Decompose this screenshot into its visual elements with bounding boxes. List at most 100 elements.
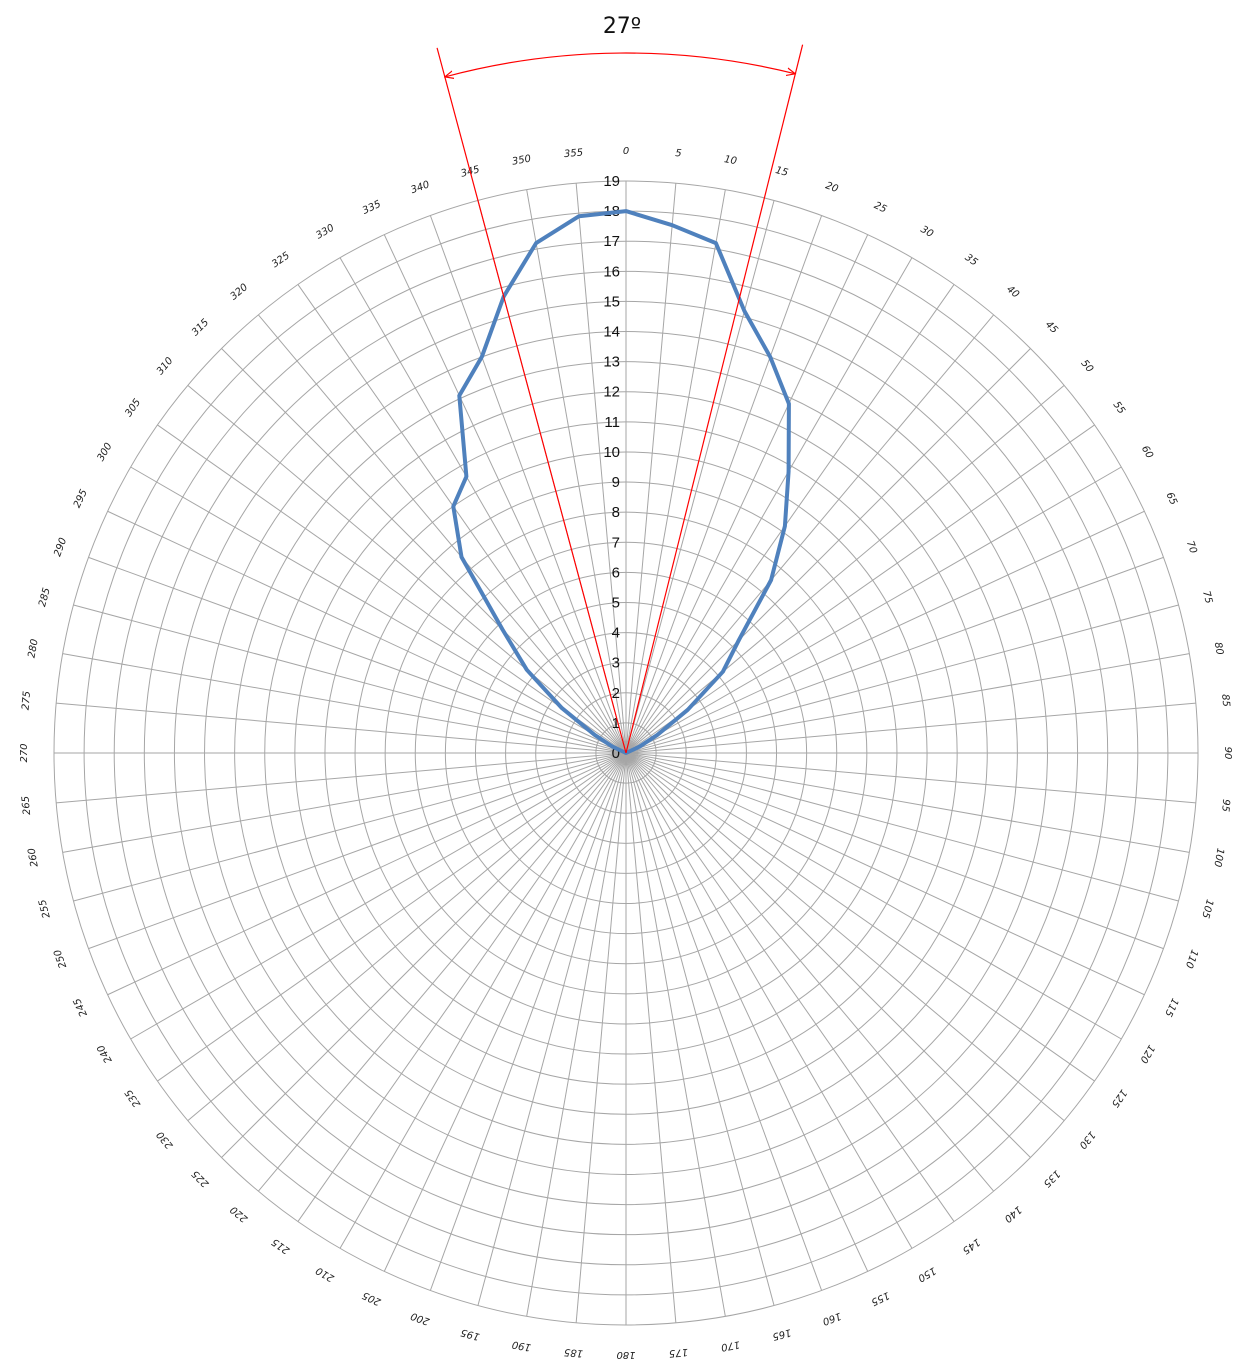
- grid-spoke-25: [625, 234, 869, 754]
- angle-label-170: 170: [720, 1338, 741, 1352]
- grid-spoke-335: [383, 234, 627, 754]
- data-point-335: [457, 394, 461, 398]
- angle-label-195: 195: [460, 1326, 481, 1342]
- angle-label-0: 0: [623, 146, 629, 157]
- angle-label-125: 125: [1109, 1087, 1129, 1109]
- angle-label-35: 35: [963, 252, 980, 268]
- grid-spoke-135: [625, 752, 1031, 1158]
- angle-label-295: 295: [72, 488, 90, 510]
- radial-label-12: 12: [603, 384, 620, 401]
- grid-spoke-40: [625, 314, 995, 754]
- grid-spoke-60: [625, 466, 1122, 754]
- grid-spoke-325: [297, 284, 627, 754]
- radial-label-19: 19: [603, 173, 620, 190]
- angle-label-185: 185: [564, 1346, 584, 1359]
- angle-label-60: 60: [1139, 444, 1155, 461]
- grid-spoke-220: [257, 752, 627, 1192]
- angle-label-135: 135: [1041, 1168, 1062, 1189]
- grid-spoke-120: [625, 752, 1122, 1040]
- data-point-40: [769, 578, 773, 582]
- data-point-340: [480, 355, 484, 359]
- grid-spoke-50: [625, 384, 1065, 754]
- angle-label-15: 15: [774, 165, 789, 179]
- grid-spoke-165: [625, 752, 775, 1306]
- grid-spoke-340: [429, 215, 627, 754]
- angle-label-10: 10: [723, 154, 737, 167]
- angle-label-210: 210: [314, 1264, 336, 1283]
- grid-spoke-200: [429, 752, 627, 1291]
- data-point-30: [787, 469, 791, 473]
- angle-label-5: 5: [675, 148, 682, 160]
- grid-spoke-80: [625, 653, 1190, 754]
- angle-label-140: 140: [1002, 1203, 1024, 1224]
- radial-label-17: 17: [603, 233, 620, 250]
- angle-label-325: 325: [270, 250, 292, 270]
- radial-label-7: 7: [612, 534, 620, 551]
- radial-label-11: 11: [604, 414, 620, 431]
- grid-spoke-230: [187, 752, 627, 1122]
- grid-spoke-250: [88, 752, 627, 950]
- grid-spoke-10: [625, 189, 726, 754]
- angle-label-335: 335: [361, 199, 383, 217]
- grid-spoke-245: [107, 752, 627, 996]
- radial-label-14: 14: [603, 324, 620, 341]
- grid-spoke-20: [625, 215, 823, 754]
- grid-spoke-125: [625, 752, 1095, 1082]
- angle-label-300: 300: [96, 441, 115, 463]
- beam-edge-line-1: [625, 44, 804, 754]
- angle-label-330: 330: [314, 223, 336, 242]
- angle-label-305: 305: [123, 397, 143, 419]
- radial-label-6: 6: [612, 564, 620, 581]
- data-point-55: [686, 708, 690, 712]
- radial-label-13: 13: [603, 354, 620, 371]
- grid-spoke-15: [625, 200, 775, 754]
- angle-label-130: 130: [1076, 1129, 1097, 1151]
- grid-spoke-150: [625, 752, 913, 1249]
- angle-label-110: 110: [1183, 948, 1200, 970]
- radial-label-10: 10: [603, 444, 620, 461]
- data-point-355: [577, 214, 581, 218]
- angle-label-75: 75: [1200, 590, 1214, 605]
- angle-label-275: 275: [20, 691, 33, 711]
- grid-spoke-70: [625, 556, 1164, 754]
- angle-label-65: 65: [1163, 491, 1178, 507]
- angle-label-120: 120: [1137, 1043, 1156, 1065]
- grid-spoke-330: [339, 257, 627, 754]
- data-point-5: [670, 223, 674, 227]
- angle-label-230: 230: [155, 1129, 176, 1151]
- angle-tick-labels: 0 510152025303540455055606570758085909510…: [19, 146, 1233, 1360]
- grid-spoke-95: [625, 752, 1196, 804]
- data-point-350: [534, 241, 538, 245]
- grid-spoke-205: [383, 752, 627, 1272]
- angle-label-40: 40: [1004, 284, 1021, 301]
- angle-label-85: 85: [1219, 694, 1231, 708]
- grid-spoke-185: [575, 752, 627, 1323]
- data-point-20: [768, 355, 772, 359]
- grid-spoke-195: [477, 752, 627, 1306]
- grid-spoke-280: [62, 653, 627, 754]
- grid-spoke-190: [526, 752, 627, 1317]
- radial-label-0: 0: [612, 745, 620, 762]
- data-point-0: [624, 209, 628, 213]
- angle-label-175: 175: [668, 1346, 688, 1359]
- data-point-65: [638, 745, 642, 749]
- angle-label-290: 290: [52, 536, 69, 558]
- data-point-60: [655, 733, 659, 737]
- grid-spoke-130: [625, 752, 1065, 1122]
- grid-spoke-5: [625, 183, 677, 754]
- radial-label-2: 2: [612, 685, 620, 702]
- angle-label-240: 240: [96, 1043, 115, 1065]
- angle-label-315: 315: [190, 317, 211, 338]
- radial-label-9: 9: [612, 474, 620, 491]
- grid-spoke-225: [221, 752, 627, 1158]
- grid-spoke-310: [187, 384, 627, 754]
- data-point-330: [464, 475, 468, 479]
- angle-label-340: 340: [409, 179, 431, 196]
- grid-spoke-285: [73, 604, 627, 754]
- angle-label-220: 220: [229, 1203, 251, 1224]
- data-point-50: [721, 670, 725, 674]
- angle-label-270: 270: [19, 743, 30, 762]
- grid-spoke-155: [625, 752, 869, 1272]
- beam-arc: [445, 52, 796, 77]
- angle-label-145: 145: [960, 1236, 982, 1256]
